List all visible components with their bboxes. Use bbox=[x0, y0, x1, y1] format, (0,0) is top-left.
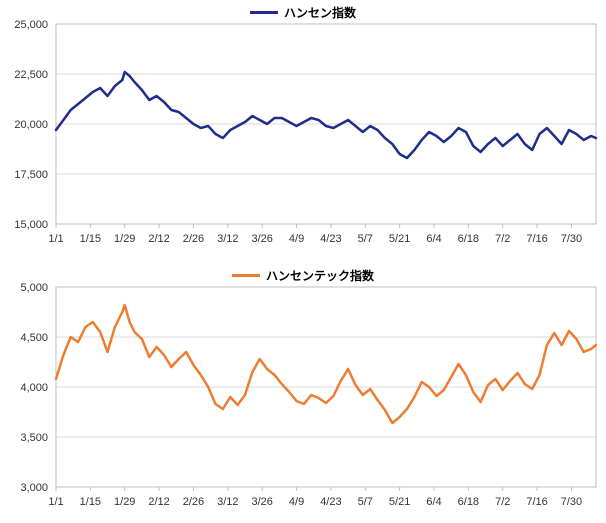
svg-text:1/15: 1/15 bbox=[80, 233, 101, 245]
svg-text:3/12: 3/12 bbox=[217, 496, 238, 508]
svg-text:2/26: 2/26 bbox=[183, 233, 204, 245]
legend-hangseng: ハンセン指数 bbox=[250, 4, 356, 21]
svg-text:1/29: 1/29 bbox=[114, 233, 135, 245]
chart-panel-hangseng-tech: ハンセンテック指数 3,000 3,500 4,000 4,500 5,000 1/1 1/… bbox=[0, 263, 606, 523]
svg-text:4/23: 4/23 bbox=[320, 496, 341, 508]
svg-text:7/16: 7/16 bbox=[526, 233, 547, 245]
svg-text:20,000: 20,000 bbox=[14, 119, 48, 131]
svg-text:7/30: 7/30 bbox=[561, 496, 582, 508]
svg-text:1/29: 1/29 bbox=[114, 496, 135, 508]
svg-text:4/9: 4/9 bbox=[289, 233, 304, 245]
svg-text:4/23: 4/23 bbox=[320, 233, 341, 245]
svg-text:17,500: 17,500 bbox=[14, 169, 48, 181]
svg-text:5/21: 5/21 bbox=[389, 233, 410, 245]
svg-text:6/4: 6/4 bbox=[426, 233, 441, 245]
svg-text:4,500: 4,500 bbox=[20, 332, 48, 344]
svg-text:22,500: 22,500 bbox=[14, 69, 48, 81]
svg-text:2/12: 2/12 bbox=[148, 233, 169, 245]
svg-text:5/7: 5/7 bbox=[358, 233, 373, 245]
svg-text:4,000: 4,000 bbox=[20, 382, 48, 394]
chart-svg-hangseng-tech: 3,000 3,500 4,000 4,500 5,000 1/1 1/15 1/29 2/12… bbox=[0, 263, 606, 523]
svg-text:7/16: 7/16 bbox=[526, 496, 547, 508]
svg-text:6/18: 6/18 bbox=[458, 233, 479, 245]
chart-container: ハンセン指数 15,000 17,500 20,000 22,500 25,000 1/1… bbox=[0, 0, 606, 523]
legend-label-hangseng-tech: ハンセンテック指数 bbox=[266, 267, 374, 284]
svg-text:5/7: 5/7 bbox=[358, 496, 373, 508]
legend-label-hangseng: ハンセン指数 bbox=[284, 4, 356, 21]
svg-text:3/26: 3/26 bbox=[251, 496, 272, 508]
svg-text:15,000: 15,000 bbox=[14, 219, 48, 231]
svg-text:3,500: 3,500 bbox=[20, 432, 48, 444]
svg-text:25,000: 25,000 bbox=[14, 19, 48, 31]
legend-swatch-hangseng bbox=[250, 11, 278, 14]
svg-text:5/21: 5/21 bbox=[389, 496, 410, 508]
svg-text:6/4: 6/4 bbox=[426, 496, 441, 508]
svg-text:7/2: 7/2 bbox=[495, 496, 510, 508]
chart-panel-hangseng: ハンセン指数 15,000 17,500 20,000 22,500 25,000 1/1… bbox=[0, 0, 606, 260]
chart-svg-hangseng: 15,000 17,500 20,000 22,500 25,000 1/1 1/15 1/2… bbox=[0, 0, 606, 260]
legend-hangseng-tech: ハンセンテック指数 bbox=[232, 267, 374, 284]
svg-text:5,000: 5,000 bbox=[20, 282, 48, 294]
svg-text:6/18: 6/18 bbox=[458, 496, 479, 508]
svg-text:7/30: 7/30 bbox=[561, 233, 582, 245]
svg-text:7/2: 7/2 bbox=[495, 233, 510, 245]
svg-text:1/1: 1/1 bbox=[48, 233, 63, 245]
svg-text:2/12: 2/12 bbox=[148, 496, 169, 508]
svg-text:4/9: 4/9 bbox=[289, 496, 304, 508]
svg-text:3,000: 3,000 bbox=[20, 482, 48, 494]
svg-text:1/1: 1/1 bbox=[48, 496, 63, 508]
svg-text:2/26: 2/26 bbox=[183, 496, 204, 508]
legend-swatch-hangseng-tech bbox=[232, 274, 260, 277]
svg-text:3/26: 3/26 bbox=[251, 233, 272, 245]
svg-text:1/15: 1/15 bbox=[80, 496, 101, 508]
svg-text:3/12: 3/12 bbox=[217, 233, 238, 245]
